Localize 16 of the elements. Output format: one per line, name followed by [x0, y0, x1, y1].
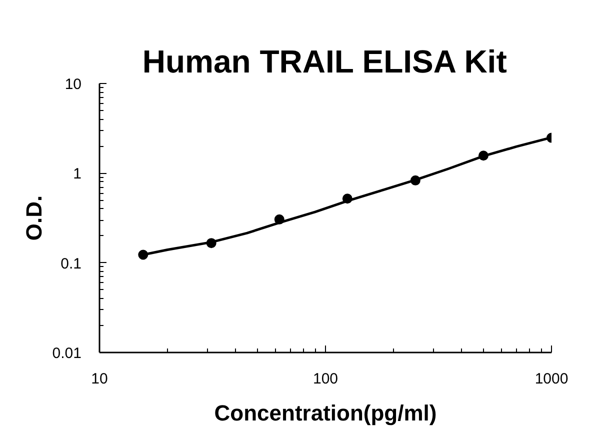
x-tick-label: 10 [91, 370, 108, 388]
y-tick-label: 10 [64, 76, 82, 93]
y-axis-title: O.D. [21, 195, 46, 241]
y-tick-label: 0.01 [52, 345, 82, 362]
point [274, 214, 284, 224]
point [478, 150, 488, 161]
point [410, 175, 420, 186]
point [342, 194, 352, 204]
point [138, 250, 148, 260]
point [206, 238, 216, 248]
x-tick-label: 100 [312, 370, 338, 388]
x-tick-label: 1000 [534, 370, 568, 388]
y-tick-label: 0.1 [60, 255, 82, 272]
x-axis-title: Concentration(pg/ml) [214, 400, 437, 426]
y-tick-label: 1 [73, 166, 82, 183]
chart-title: Human TRAIL ELISA Kit [142, 44, 508, 80]
